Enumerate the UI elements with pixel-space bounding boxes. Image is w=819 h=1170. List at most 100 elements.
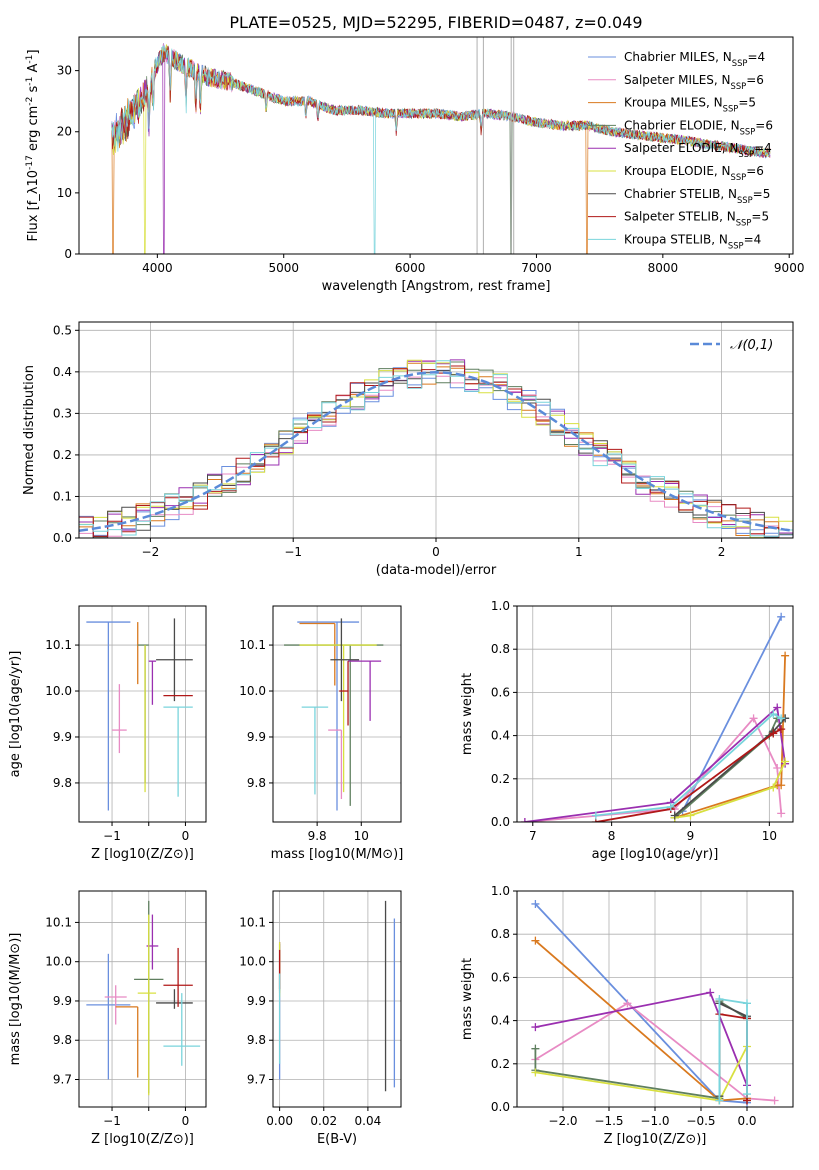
x-tick-label: 0.02 <box>310 1114 337 1128</box>
plot-area <box>531 899 779 1107</box>
y-axis-label: age [log10(age/yr)] <box>8 651 23 778</box>
age-vs-mass-panel: 9.8 10 9.8 9.9 10.0 10.1 mass [log10(M/M⊙)] <box>239 605 404 862</box>
weight-marker <box>715 995 724 1003</box>
data-point-2 <box>299 622 336 686</box>
x-tick-label: 0.04 <box>355 1114 382 1128</box>
data-point-6 <box>330 618 360 702</box>
weight-vs-age-panel: 7 8 9 10 0.0 0.2 0.4 0.6 0.8 1.0 age [log10(age/yr… <box>460 599 794 862</box>
y-tick-label: 10.0 <box>45 955 72 969</box>
weight-marker <box>743 999 751 1008</box>
y-tick-label: 0.0 <box>491 815 510 829</box>
legend-entry: Salpeter ELODIE, NSSP=4 <box>624 141 772 159</box>
data-point-8 <box>301 706 329 795</box>
y-tick-label: 10.0 <box>45 684 72 698</box>
data-point-5 <box>299 644 377 793</box>
weight-series-1 <box>534 1002 775 1102</box>
plot-area <box>111 37 771 254</box>
x-tick-label: 0.0 <box>737 1114 756 1128</box>
y-tick-label: 0.2 <box>491 772 510 786</box>
y-tick-label: 10.0 <box>239 955 266 969</box>
figure-title: PLATE=0525, MJD=52295, FIBERID=0487, z=0… <box>229 13 642 32</box>
x-tick-label: 8000 <box>648 261 679 275</box>
weight-marker <box>531 936 540 945</box>
y-tick-label: 9.8 <box>247 1033 266 1047</box>
weight-marker <box>777 725 786 734</box>
y-tick-label: 9.8 <box>53 1033 72 1047</box>
legend-entry: Salpeter MILES, NSSP=6 <box>624 73 764 91</box>
y-tick-label: 0.6 <box>491 685 510 699</box>
axes-frame <box>78 36 794 255</box>
data-point-1 <box>104 985 127 1025</box>
data-point-7 <box>163 947 193 1007</box>
weight-marker <box>743 1090 751 1099</box>
x-tick-label: −1.5 <box>594 1114 623 1128</box>
y-tick-label: 1.0 <box>491 599 510 613</box>
y-tick-label: 9.8 <box>247 776 266 790</box>
plot-area <box>278 900 396 1092</box>
data-point-1 <box>328 729 343 800</box>
x-axis-label: age [log10(age/yr)] <box>592 847 719 862</box>
y-tick-label: 9.8 <box>53 776 72 790</box>
x-tick-label: 10 <box>762 829 777 843</box>
weight-marker <box>781 757 790 766</box>
data-point-4 <box>148 660 157 705</box>
weight-series-7 <box>595 728 782 822</box>
x-axis-label: E(B-V) <box>317 1132 357 1147</box>
data-point-8 <box>163 993 201 1066</box>
legend-entry: Chabrier ELODIE, NSSP=6 <box>624 118 773 136</box>
weight-marker <box>706 988 715 997</box>
y-tick-label: 30 <box>57 64 72 78</box>
y-tick-label: 9.9 <box>247 994 266 1008</box>
x-tick-label: 7 <box>529 829 537 843</box>
x-tick-label: 1 <box>575 545 583 559</box>
y-tick-label: 1.0 <box>491 884 510 898</box>
weight-marker <box>777 612 786 621</box>
weight-marker <box>777 809 786 818</box>
y-axis-label: mass weight <box>460 958 475 1040</box>
y-tick-label: 0.4 <box>491 1014 510 1028</box>
x-axis-label: wavelength [Angstrom, rest frame] <box>322 279 551 294</box>
data-point-8 <box>163 706 193 797</box>
weight-marker <box>769 783 778 792</box>
data-point-7 <box>339 661 349 726</box>
weight-marker <box>670 811 679 820</box>
y-tick-label: 0.0 <box>53 531 72 545</box>
x-tick-label: −1 <box>103 829 121 843</box>
data-point-4 <box>348 660 382 721</box>
weight-marker <box>520 818 529 822</box>
y-tick-label: 10 <box>57 186 72 200</box>
data-point-1 <box>112 684 127 754</box>
x-tick-label: 0.00 <box>266 1114 293 1128</box>
legend-entry: Kroupa STELIB, NSSP=4 <box>624 232 761 250</box>
x-tick-label: 0 <box>182 829 190 843</box>
y-tick-label: 10.1 <box>239 638 266 652</box>
weight-marker <box>773 764 782 772</box>
x-tick-label: 8 <box>608 829 616 843</box>
x-tick-label: −2.0 <box>548 1114 577 1128</box>
data-point-2 <box>115 1006 139 1078</box>
age-vs-metallicity-panel: −1 0 9.8 9.9 10.0 10.1 Z [log10(Z/Z⊙)] age [log… <box>8 605 207 862</box>
weight-series-0 <box>681 616 783 812</box>
axes-frame <box>272 605 402 823</box>
weight-vs-metallicity-panel: −2.0 −1.5 −1.0 −0.5 0.0 0.0 0.2 0.4 0.6 0.8 1.0 Z [… <box>460 884 794 1147</box>
weight-marker <box>715 1096 724 1105</box>
x-tick-label: 9000 <box>774 261 805 275</box>
x-axis-label: mass [log10(M/M⊙)] <box>271 847 404 862</box>
weight-series-5 <box>674 761 786 819</box>
weight-marker <box>769 729 778 738</box>
x-axis-label: (data-model)/error <box>376 563 497 578</box>
weight-marker <box>666 802 675 811</box>
y-tick-label: 0.8 <box>491 927 510 941</box>
x-tick-label: 7000 <box>521 261 552 275</box>
residuals-panel: −2 −1 0 1 2 0.0 0.1 0.2 0.3 0.4 0.5 (data-model)/er… <box>22 321 794 578</box>
weight-marker <box>781 651 790 660</box>
weight-series-8 <box>595 712 782 817</box>
spectrum-legend: Chabrier MILES, NSSP=4 Salpeter MILES, NS… <box>588 50 773 250</box>
x-tick-label: 10 <box>354 829 369 843</box>
legend-entry: Kroupa MILES, NSSP=5 <box>624 96 756 114</box>
mass-vs-metallicity-panel: −1 0 9.7 9.8 9.9 10.0 10.1 Z [log10(Z/Z⊙)] mass … <box>8 890 207 1147</box>
gaussian-curve <box>79 371 793 532</box>
weight-series-4 <box>524 705 786 822</box>
weight-marker <box>686 811 695 820</box>
